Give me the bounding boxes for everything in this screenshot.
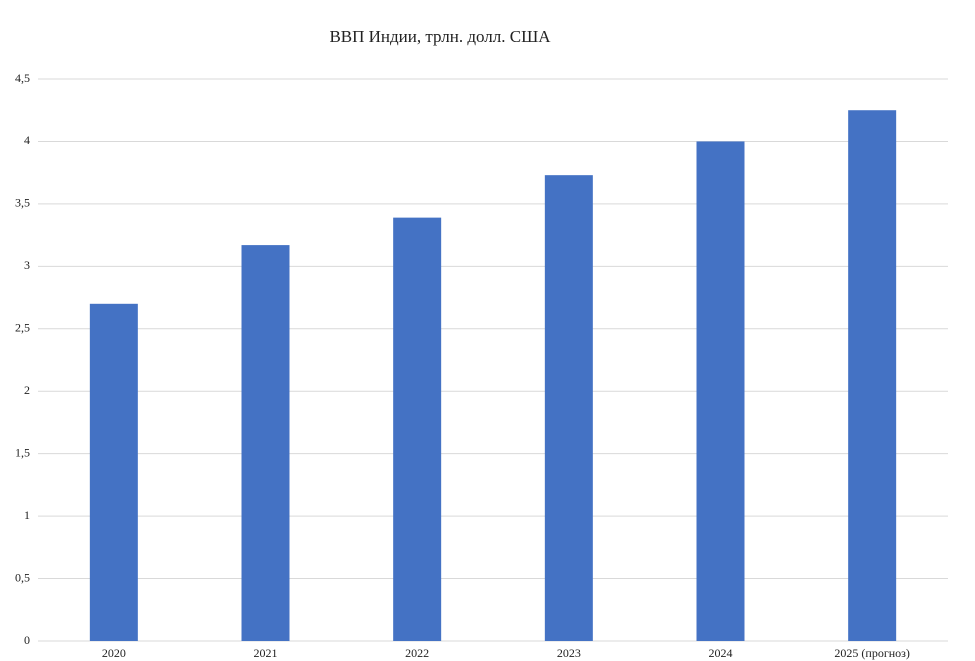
y-tick-label: 4,5 [15, 71, 30, 85]
bar [241, 245, 290, 641]
bar [848, 110, 897, 641]
chart-title: ВВП Индии, трлн. долл. США [329, 27, 551, 46]
bar [696, 141, 745, 641]
bar [393, 217, 442, 642]
bar [544, 175, 593, 642]
x-tick-label: 2020 [102, 646, 126, 660]
y-tick-label: 3 [24, 258, 30, 272]
y-tick-label: 2,5 [15, 321, 30, 335]
y-tick-label: 0,5 [15, 570, 30, 584]
y-tick-label: 2 [24, 383, 30, 397]
x-tick-label: 2025 (прогноз) [834, 646, 910, 660]
x-tick-label: 2022 [405, 646, 429, 660]
y-tick-label: 4 [24, 133, 30, 147]
y-tick-label: 3,5 [15, 196, 30, 210]
x-tick-label: 2023 [557, 646, 581, 660]
y-tick-label: 1,5 [15, 445, 30, 459]
y-tick-label: 0 [24, 633, 30, 647]
x-tick-label: 2021 [254, 646, 278, 660]
bar [89, 303, 138, 641]
x-tick-label: 2024 [709, 646, 733, 660]
y-tick-label: 1 [24, 508, 30, 522]
